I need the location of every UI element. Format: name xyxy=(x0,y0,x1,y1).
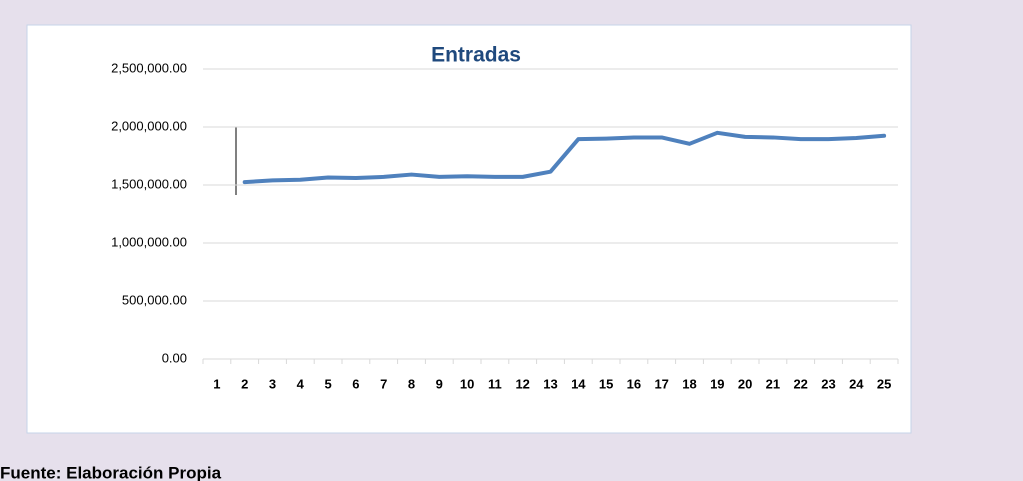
x-tick-label: 23 xyxy=(821,376,835,391)
x-tick-label: 19 xyxy=(710,376,724,391)
x-tick-label: 15 xyxy=(599,376,613,391)
x-tick-label: 14 xyxy=(571,376,586,391)
x-tick-label: 9 xyxy=(436,376,443,391)
line-series xyxy=(242,130,887,185)
x-tick-label: 20 xyxy=(738,376,752,391)
y-tick-label: 0.00 xyxy=(162,350,187,365)
x-tick-label: 2 xyxy=(241,376,248,391)
footer: Fuente: Elaboración Propia xyxy=(0,463,222,481)
x-tick-label: 8 xyxy=(408,376,415,391)
x-tick-label: 1 xyxy=(213,376,220,391)
chart-title: Entradas xyxy=(431,44,521,67)
y-tick-label: 2,000,000.00 xyxy=(111,118,187,133)
x-tick-label: 16 xyxy=(627,376,641,391)
x-tick-label: 10 xyxy=(460,376,474,391)
y-tick-label: 500,000.00 xyxy=(122,292,187,307)
x-tick-label: 5 xyxy=(324,376,331,391)
y-tick-label: 1,000,000.00 xyxy=(111,234,187,249)
x-tick-label: 18 xyxy=(682,376,696,391)
x-tick-label: 7 xyxy=(380,376,387,391)
x-tick-label: 13 xyxy=(543,376,557,391)
x-tick-label: 6 xyxy=(352,376,359,391)
y-tick-label: 1,500,000.00 xyxy=(111,176,187,191)
y-tick-label: 2,500,000.00 xyxy=(111,60,187,75)
x-tick-label: 24 xyxy=(849,376,864,391)
x-tick-label: 4 xyxy=(297,376,305,391)
chart-area xyxy=(26,24,912,434)
x-tick-label: 21 xyxy=(766,376,780,391)
x-tick-label: 12 xyxy=(515,376,529,391)
x-tick-label: 25 xyxy=(877,376,891,391)
x-tick-label: 3 xyxy=(269,376,276,391)
x-tick-label: 22 xyxy=(793,376,807,391)
x-tick-label: 17 xyxy=(654,376,668,391)
x-tick-label: 11 xyxy=(488,376,502,391)
